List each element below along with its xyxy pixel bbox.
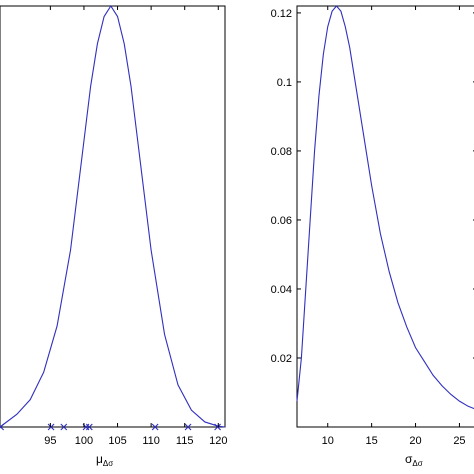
right-x-axis-label: σΔσ <box>405 452 423 468</box>
x-tick-label: 110 <box>142 435 160 447</box>
series-line-1-0 <box>296 5 474 410</box>
x-marker-stroke <box>85 423 93 431</box>
right-chart: 10 15 20 25 0.02 0.04 0.06 0.08 0.1 0.12 σΔσ <box>271 5 474 468</box>
x-tick-label: 105 <box>108 435 126 447</box>
x-marker <box>184 423 192 431</box>
x-marker-stroke <box>60 423 68 431</box>
y-tick-label: 0.08 <box>271 146 292 158</box>
left-plot-area <box>0 5 226 428</box>
x-marker <box>214 423 222 431</box>
series-line-0-0 <box>0 4 226 428</box>
left-x-axis-label: μΔσ <box>96 452 113 468</box>
x-marker-stroke <box>214 423 222 431</box>
x-tick-label: 25 <box>453 435 465 447</box>
x-tick-label: 95 <box>44 435 56 447</box>
x-tick-label: 15 <box>366 435 378 447</box>
x-marker-stroke <box>47 423 55 431</box>
y-tick-label: 0.12 <box>271 8 292 20</box>
x-tick-label: 115 <box>176 435 194 447</box>
x-marker-stroke <box>0 423 5 429</box>
x-marker <box>47 423 55 431</box>
x-marker <box>85 423 93 431</box>
y-tick-label: 0.02 <box>271 353 292 365</box>
y-tick-label: 0.1 <box>277 77 292 89</box>
x-tick-label: 20 <box>409 435 421 447</box>
y-tick-label: 0.06 <box>271 215 292 227</box>
x-tick-label: 100 <box>75 435 93 447</box>
x-marker <box>151 423 159 431</box>
x-marker-stroke <box>184 423 192 431</box>
left-chart: 95 100 105 110 115 120 μΔσ <box>0 4 227 468</box>
x-marker <box>0 423 5 431</box>
y-tick-label: 0.04 <box>271 284 292 296</box>
x-marker <box>60 423 68 431</box>
right-plot-area <box>296 5 474 428</box>
x-marker-stroke <box>151 423 159 431</box>
x-tick-label: 120 <box>209 435 227 447</box>
x-tick-label: 10 <box>322 435 334 447</box>
